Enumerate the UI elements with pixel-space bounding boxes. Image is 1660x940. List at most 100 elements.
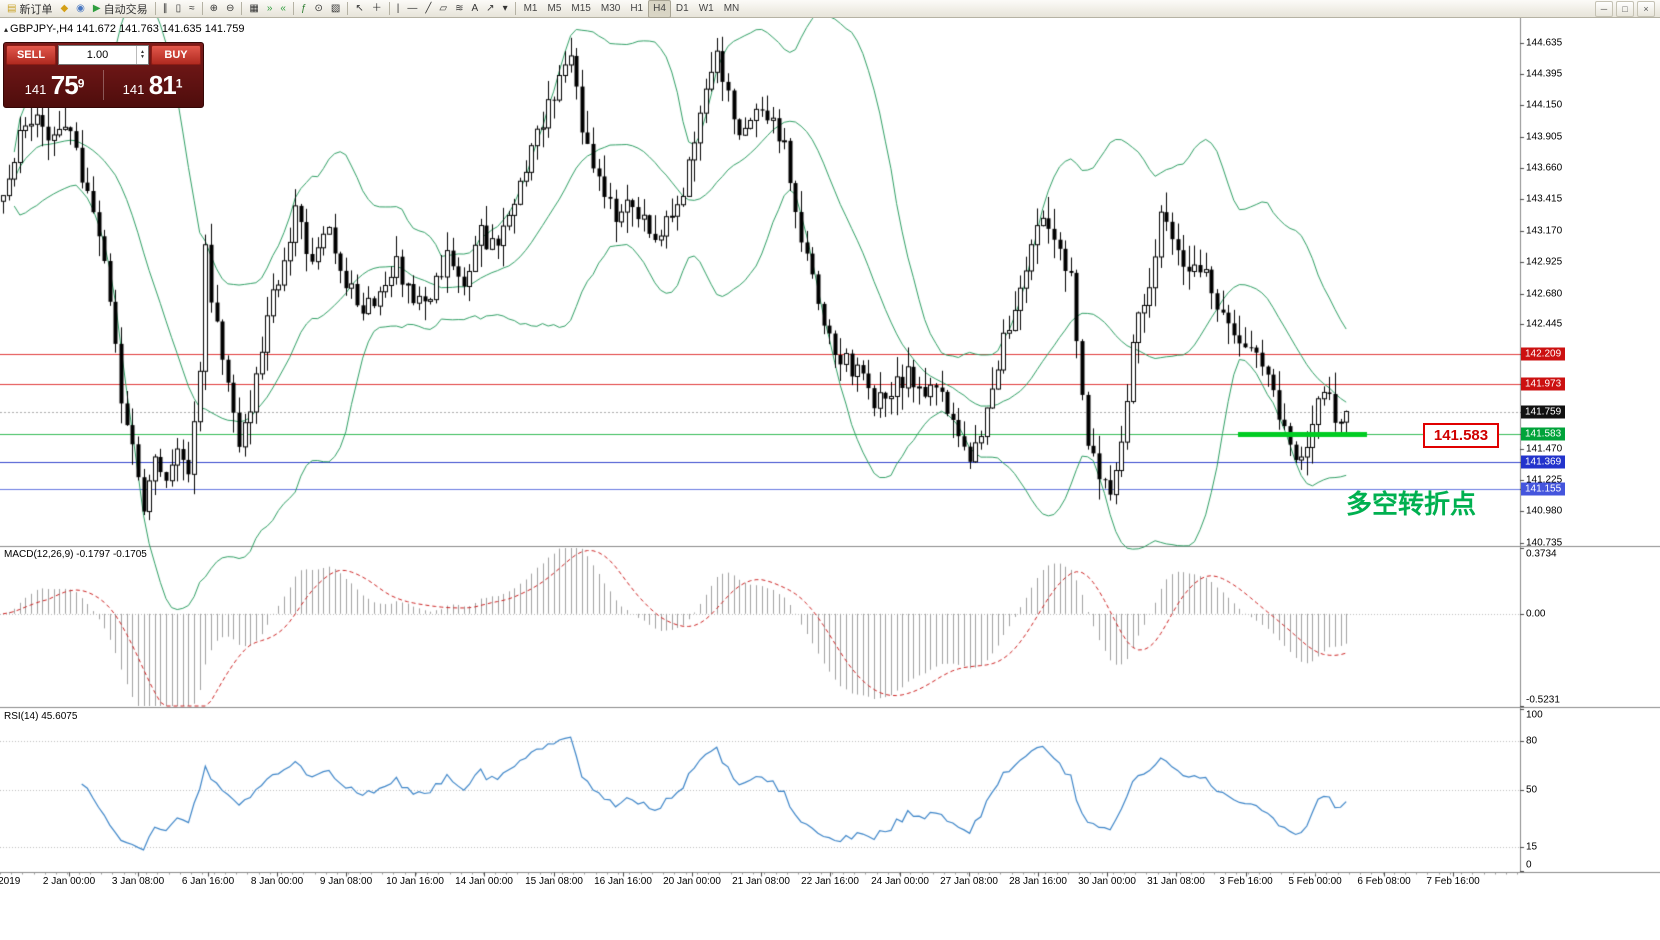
volume-stepper[interactable]: ▲ ▼ [136,46,148,64]
vertical-line-icon: | [396,2,400,14]
cursor-button[interactable]: ↖ [351,0,367,18]
arrows-button[interactable]: ↗ [482,0,498,18]
volume-up-icon[interactable]: ▲ [140,49,145,55]
buy-price-big: 81 [148,69,177,100]
timeframe-m1-button[interactable]: M1 [523,3,538,14]
price-annotation-box[interactable]: 141.583 [1423,423,1499,448]
cursor-icon: ↖ [355,2,364,14]
toolbar: ▤ 新订单 ◆ ◉ ▶ 自动交易 ∥ ▯ ≈ ⊕ ⊖ ▦ » « ƒ ⊙ ▧ ↖ ＋ | — ╱ ▱ ≋ A ↗ ▾ M1 M5 M15… [0,0,1660,18]
tile-windows-button[interactable]: ▦ [245,0,262,18]
buy-price[interactable]: 141 811 [104,70,201,101]
channel-button[interactable]: ▱ [435,0,451,18]
price-line-label: 141.759 [1521,405,1566,419]
time-axis-label: 24 Jan 00:00 [871,876,929,887]
timeframe-h1-button[interactable]: H1 [630,3,644,14]
price-axis-tick: 144.635 [1526,37,1563,49]
price-line-label: 141.369 [1521,455,1566,469]
crosshair-button[interactable]: ＋ [368,0,386,18]
close-button[interactable]: × [1637,0,1655,17]
minimize-button[interactable]: ─ [1595,0,1613,17]
symbol-ohlc-text: GBPJPY-,H4 141.672 141.763 141.635 141.7… [10,23,245,35]
time-axis-label: 14 Jan 00:00 [455,876,513,887]
time-axis-label: 30 Dec 2019 [0,876,21,887]
price-line-label: 141.583 [1521,427,1566,441]
new-order-icon: ▤ [7,2,17,14]
timeframe-m30-button[interactable]: M30 [600,3,621,14]
chart-shift-button[interactable]: « [276,0,290,18]
new-order-button[interactable]: ▤ 新订单 [3,0,56,18]
autotrading-button[interactable]: ▶ 自动交易 [89,0,152,18]
horizontal-line-button[interactable]: — [403,0,421,18]
volume-input[interactable]: 1.00 [86,49,109,61]
trade-panel-divider [103,70,104,100]
shapes-icon: ▾ [502,2,508,14]
templates-button[interactable]: ▧ [327,0,344,18]
time-axis-label: 20 Jan 00:00 [663,876,721,887]
time-axis-label: 31 Jan 08:00 [1147,876,1205,887]
price-axis-tick: 143.415 [1526,193,1563,205]
fibonacci-button[interactable]: ≋ [451,0,467,18]
chart-region: ▴ GBPJPY-,H4 141.672 141.763 141.635 141.… [0,18,1660,940]
price-axis-tick: 142.680 [1526,288,1563,300]
chart-canvas[interactable] [0,18,1660,940]
timeframe-d1-button[interactable]: D1 [675,3,689,14]
window-controls: ─ □ × [1595,0,1655,17]
line-chart-icon: ≈ [189,2,195,14]
autotrading-button-label: 自动交易 [103,3,148,16]
time-axis-label: 2 Jan 00:00 [42,876,96,887]
price-axis-tick: 140.980 [1526,505,1563,517]
turning-point-annotation[interactable]: 多空转折点 [1346,489,1477,519]
price-axis-tick: 142.445 [1526,318,1563,330]
candlestick-icon: ▯ [175,2,182,14]
trendline-button[interactable]: ╱ [421,0,435,18]
sell-price[interactable]: 141 759 [6,70,103,101]
timeframe-w1-button[interactable]: W1 [698,3,714,14]
price-axis-tick: 143.905 [1526,131,1563,143]
chart-shift-icon: « [280,2,286,14]
timeframe-mn-button[interactable]: MN [723,3,740,14]
sell-price-prefix: 141 [24,81,47,97]
price-line-label: 141.155 [1521,482,1566,496]
toolbar-separator [241,2,243,15]
restore-button[interactable]: □ [1616,0,1634,17]
auto-scroll-button[interactable]: » [263,0,277,18]
templates-icon: ▧ [330,2,341,14]
toolbar-separator [154,2,156,15]
rsi-axis-tick: 50 [1526,784,1538,796]
signals-button[interactable]: ◉ [72,0,89,18]
price-axis-tick: 144.395 [1526,68,1563,80]
macd-axis-tick: -0.5231 [1526,694,1560,706]
rsi-axis-tick: 15 [1526,841,1538,853]
price-axis-tick: 143.170 [1526,225,1563,237]
zoom-out-icon: ⊖ [226,2,235,14]
macd-axis-tick: 0.00 [1526,608,1546,620]
autotrading-icon: ▶ [92,2,101,14]
bar-chart-button[interactable]: ∥ [159,0,172,18]
line-chart-button[interactable]: ≈ [185,0,199,18]
charts-profile-button[interactable]: ◆ [56,0,72,18]
period-button[interactable]: ⊙ [311,0,327,18]
text-button[interactable]: A [468,0,483,18]
zoom-out-button[interactable]: ⊖ [222,0,238,18]
price-line-label: 141.973 [1521,377,1566,391]
toolbar-separator [292,2,294,15]
time-axis-label: 22 Jan 16:00 [801,876,859,887]
indicators-button[interactable]: ƒ [297,0,311,18]
volume-down-icon[interactable]: ▼ [140,54,145,60]
price-axis-tick: 140.735 [1526,537,1563,549]
sell-button[interactable]: SELL [6,45,56,65]
period-icon: ⊙ [314,2,323,14]
timeframe-h4-button[interactable]: H4 [648,0,671,18]
candlestick-button[interactable]: ▯ [172,0,186,18]
toolbar-separator [201,2,203,15]
rsi-axis-tick: 100 [1526,709,1543,721]
tile-windows-icon: ▦ [249,2,259,14]
timeframe-m15-button[interactable]: M15 [571,3,591,14]
timeframe-m5-button[interactable]: M5 [547,3,562,14]
buy-button[interactable]: BUY [151,45,201,65]
fibonacci-icon: ≋ [455,2,464,14]
zoom-in-button[interactable]: ⊕ [206,0,222,18]
shapes-button[interactable]: ▾ [499,0,512,18]
timeframe-buttons-group: M1 M5 M15 M30 H1 H4 D1 W1 MN [519,0,745,18]
vertical-line-button[interactable]: | [393,0,404,18]
